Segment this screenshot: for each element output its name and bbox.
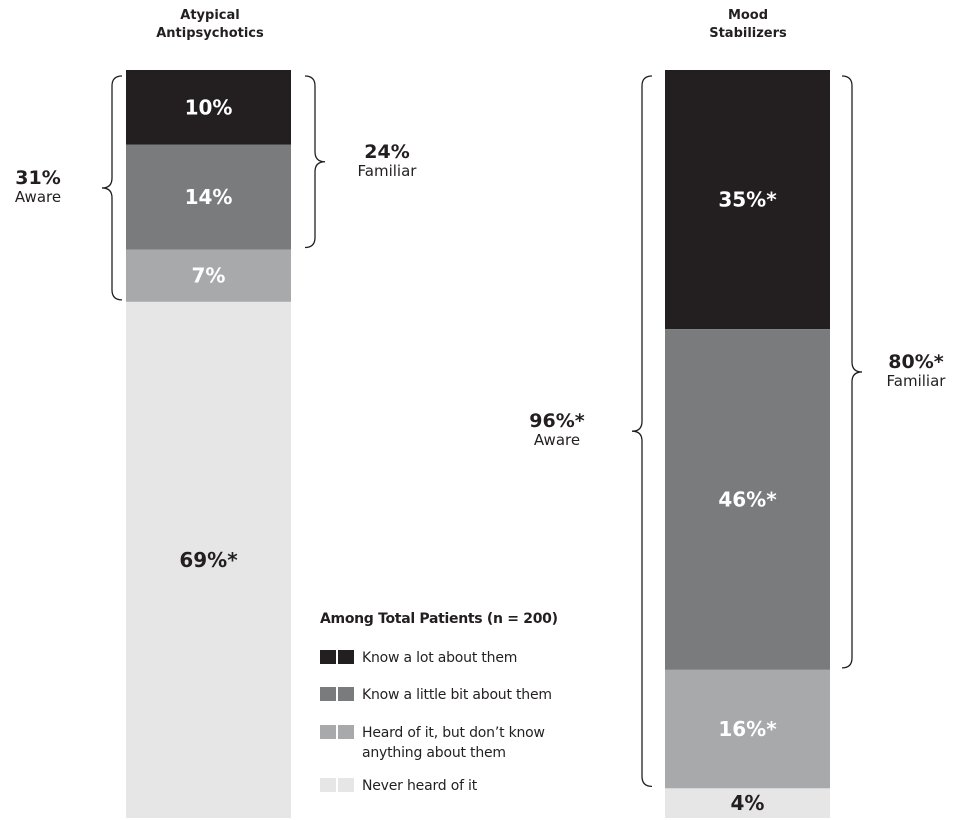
bar-segment — [126, 70, 291, 145]
legend-swatch — [338, 650, 354, 664]
category-label: Atypical — [180, 8, 239, 23]
segment-value-label: 4% — [731, 791, 765, 815]
bar-segment — [126, 249, 291, 302]
legend-title: Among Total Patients (n = 200) — [320, 611, 558, 627]
bar-segment — [665, 669, 830, 789]
bracket-value: 31% — [15, 167, 60, 189]
segment-value-label: 10% — [185, 95, 233, 119]
bracket-label: Familiar — [358, 162, 418, 180]
bar-segment — [665, 329, 830, 670]
legend-swatch — [338, 778, 354, 792]
bracket-value: 24% — [364, 141, 409, 163]
legend-swatch — [320, 778, 336, 792]
curly-bracket — [101, 75, 123, 301]
segment-value-label: 7% — [192, 264, 226, 288]
legend-swatch — [320, 650, 336, 664]
bracket-value: 96%* — [529, 410, 584, 432]
bar-segment — [665, 788, 830, 818]
category-label: Mood — [728, 8, 768, 23]
legend-entry-label: Know a little bit about them — [362, 687, 552, 703]
legend-swatch — [320, 725, 336, 739]
bracket-label: Familiar — [887, 372, 947, 390]
segment-value-label: 14% — [185, 185, 233, 209]
curly-bracket — [631, 75, 653, 788]
bracket-value: 80%* — [888, 351, 943, 373]
legend-entry-label: Know a lot about them — [362, 650, 517, 666]
segment-value-label: 35%* — [718, 188, 777, 212]
legend-entry-label: Never heard of it — [362, 778, 478, 794]
category-label: Antipsychotics — [156, 26, 264, 41]
curly-bracket — [841, 75, 863, 669]
legend-entry-label: anything about them — [362, 745, 506, 761]
legend-swatch — [338, 687, 354, 701]
bar-segment — [665, 70, 830, 330]
bracket-label: Aware — [534, 431, 580, 449]
legend-swatch — [320, 687, 336, 701]
curly-bracket — [304, 75, 326, 249]
bracket-label: Aware — [15, 188, 61, 206]
bar-segment — [126, 301, 291, 818]
legend-swatch — [338, 725, 354, 739]
segment-value-label: 16%* — [718, 717, 777, 741]
category-label: Stabilizers — [709, 26, 787, 41]
segment-value-label: 69%* — [179, 548, 238, 572]
legend-entry-label: Heard of it, but don’t know — [362, 725, 545, 741]
bar-segment — [126, 144, 291, 250]
segment-value-label: 46%* — [718, 488, 777, 512]
